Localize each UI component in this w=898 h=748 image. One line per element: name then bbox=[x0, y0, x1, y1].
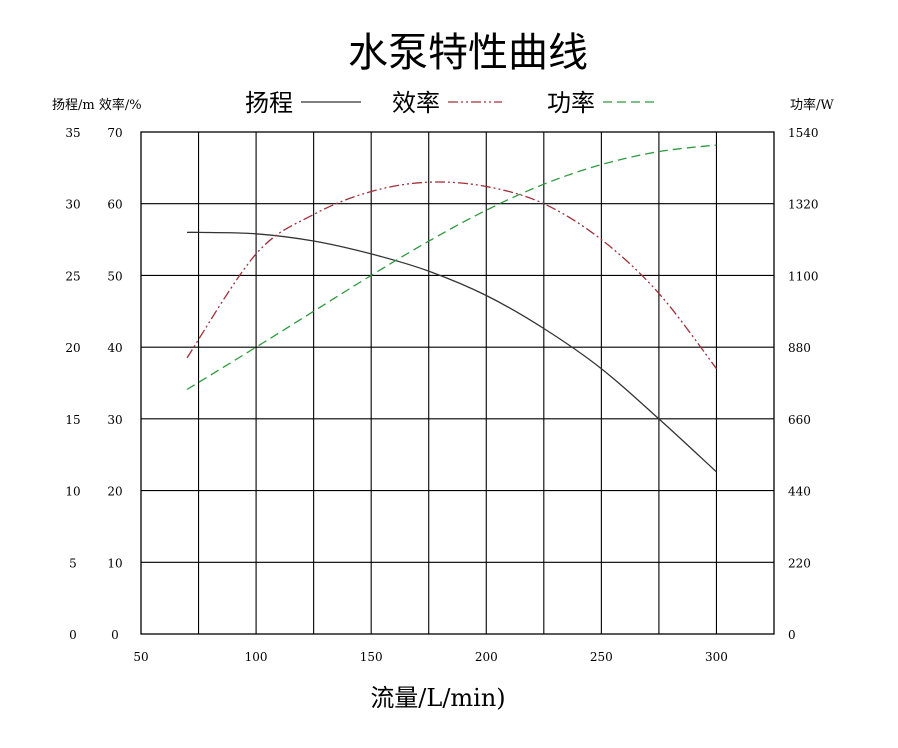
left-axis-unit-label: 扬程/m 效率/% bbox=[52, 97, 142, 113]
efficiency-tick-label: 60 bbox=[107, 198, 122, 212]
legend-label: 扬程 bbox=[245, 89, 293, 117]
power-tick-label: 0 bbox=[788, 628, 796, 642]
efficiency-curve bbox=[186, 181, 718, 370]
plot-frame bbox=[140, 131, 775, 635]
head-tick-label: 30 bbox=[65, 198, 80, 212]
legend: 扬程 效率 功率 bbox=[245, 89, 655, 117]
head-curve bbox=[186, 231, 717, 473]
efficiency-tick-label: 30 bbox=[107, 413, 122, 427]
head-tick-label: 25 bbox=[65, 269, 80, 283]
x-tick-label: 250 bbox=[590, 650, 613, 664]
efficiency-tick-label: 20 bbox=[107, 485, 122, 499]
power-tick-label: 660 bbox=[788, 413, 811, 427]
head-tick-label: 5 bbox=[69, 556, 77, 570]
x-tick-label: 200 bbox=[475, 650, 498, 664]
legend-label: 功率 bbox=[547, 89, 595, 117]
head-tick-label: 35 bbox=[65, 126, 80, 140]
efficiency-tick-label: 70 bbox=[107, 126, 122, 140]
x-tick-label: 300 bbox=[705, 650, 728, 664]
head-tick-label: 10 bbox=[65, 485, 80, 499]
power-tick-label: 1540 bbox=[788, 126, 819, 140]
legend-label: 效率 bbox=[392, 89, 440, 117]
efficiency-tick-label: 0 bbox=[111, 628, 119, 642]
power-tick-label: 220 bbox=[788, 556, 811, 570]
power-tick-label: 880 bbox=[788, 341, 811, 355]
chart-title: 水泵特性曲线 bbox=[348, 30, 588, 76]
axis-ticks: 50 100 150 200 250 300 0 5 10 15 20 25 30 35 0 10 20 30 40… bbox=[65, 126, 818, 664]
efficiency-tick-label: 10 bbox=[107, 556, 122, 570]
series-layer bbox=[186, 144, 718, 473]
head-tick-label: 20 bbox=[65, 341, 80, 355]
head-tick-label: 0 bbox=[69, 628, 77, 642]
power-tick-label: 1320 bbox=[788, 198, 819, 212]
efficiency-tick-label: 50 bbox=[107, 269, 122, 283]
x-tick-label: 50 bbox=[133, 650, 148, 664]
head-tick-label: 15 bbox=[65, 413, 80, 427]
power-curve bbox=[186, 144, 717, 391]
legend-item-power: 功率 bbox=[547, 89, 655, 117]
grid bbox=[140, 131, 775, 635]
legend-item-head: 扬程 bbox=[245, 89, 361, 117]
x-tick-label: 100 bbox=[245, 650, 268, 664]
right-axis-unit-label: 功率/W bbox=[790, 97, 834, 113]
x-tick-label: 150 bbox=[360, 650, 383, 664]
legend-item-efficiency: 效率 bbox=[392, 89, 502, 117]
efficiency-tick-label: 40 bbox=[107, 341, 122, 355]
power-tick-label: 1100 bbox=[788, 269, 819, 283]
power-tick-label: 440 bbox=[788, 485, 811, 499]
x-axis-label: 流量/L/min) bbox=[370, 684, 505, 712]
